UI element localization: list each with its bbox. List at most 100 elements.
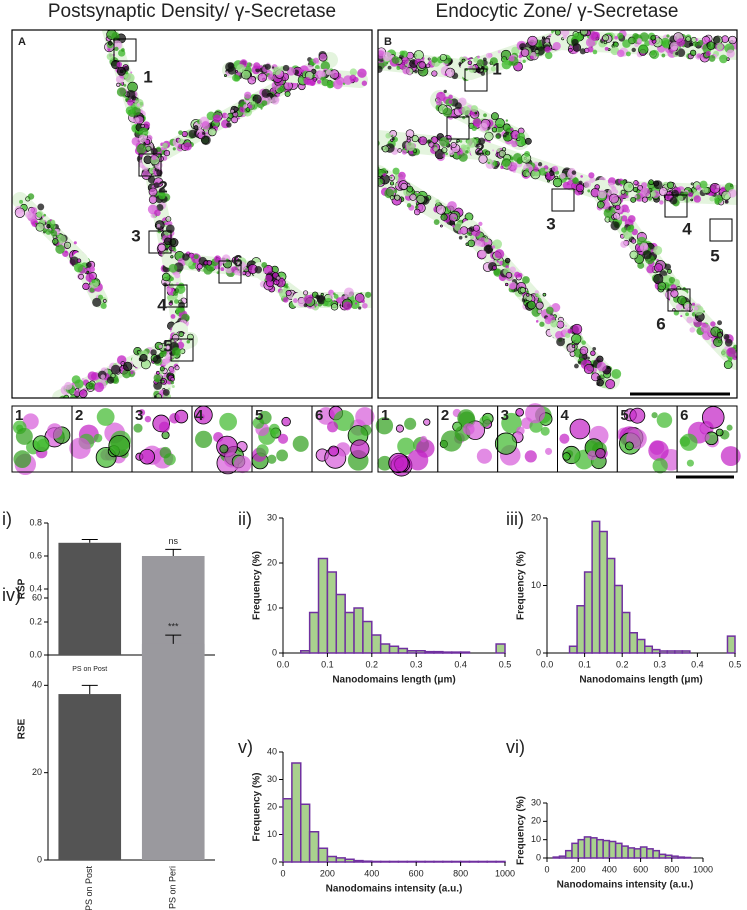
cluster	[139, 448, 155, 465]
cluster	[587, 189, 591, 193]
cluster	[716, 184, 720, 189]
cluster	[472, 224, 480, 232]
roi-box	[709, 218, 733, 242]
cluster	[87, 382, 95, 390]
cluster	[233, 455, 252, 474]
cluster	[505, 119, 509, 122]
cluster	[653, 245, 663, 255]
cluster	[342, 301, 352, 311]
cluster	[244, 268, 248, 271]
roi-label: 6	[233, 251, 242, 270]
cluster	[272, 66, 282, 76]
inset-label: 5	[255, 407, 263, 424]
panel-label: B	[384, 36, 392, 48]
cluster	[396, 66, 401, 70]
inset: 2	[69, 405, 133, 473]
cluster	[552, 41, 561, 51]
histogram-bar	[406, 860, 417, 863]
cluster	[177, 306, 185, 313]
chart: iv) 0 20 40 60 RSE PS on Post PS on Peri ***	[2, 585, 215, 910]
cluster	[458, 235, 463, 240]
cluster	[465, 150, 469, 154]
cluster	[478, 154, 488, 164]
inset-label: 6	[680, 407, 688, 424]
cluster	[254, 266, 263, 274]
cluster	[406, 203, 412, 208]
cluster	[550, 319, 559, 328]
histogram-bar	[671, 855, 679, 859]
cluster	[692, 41, 698, 47]
cluster	[435, 199, 440, 204]
histogram-bar	[282, 798, 293, 863]
x-tick-label: 0.4	[691, 659, 704, 669]
cluster	[262, 271, 266, 274]
cluster	[535, 320, 539, 323]
cluster	[564, 332, 571, 339]
roi-label: 2	[475, 139, 484, 158]
cluster	[571, 344, 576, 348]
cluster	[596, 361, 607, 372]
cluster	[362, 302, 368, 309]
micrograph	[378, 30, 737, 398]
histogram-bar	[415, 650, 426, 654]
cluster	[281, 416, 291, 427]
cluster	[556, 337, 566, 347]
x-tick-label: 0.3	[654, 659, 667, 669]
cluster	[670, 289, 679, 298]
cluster	[516, 158, 523, 165]
cluster	[525, 403, 546, 424]
roi-box	[464, 68, 488, 92]
inset-label: 1	[381, 407, 389, 424]
cluster	[201, 121, 210, 130]
cluster	[625, 208, 631, 213]
cluster	[655, 35, 659, 39]
cluster	[157, 243, 166, 252]
histogram-bar	[344, 611, 355, 654]
histogram-bar	[388, 645, 400, 654]
cluster	[138, 127, 149, 137]
cluster	[580, 30, 589, 36]
cluster	[179, 339, 183, 342]
cluster	[318, 52, 328, 62]
cluster	[522, 59, 526, 63]
cluster	[156, 224, 161, 228]
cluster	[524, 450, 537, 463]
cluster	[509, 283, 516, 290]
cluster	[614, 35, 619, 40]
cluster	[272, 66, 275, 69]
cluster	[450, 142, 457, 149]
inset: 5	[251, 405, 313, 473]
cluster	[650, 50, 656, 56]
cluster	[484, 238, 489, 243]
histogram-bar	[353, 859, 364, 863]
cluster	[561, 30, 570, 37]
inset-label: 2	[75, 407, 83, 424]
y-tick-label: 0.8	[29, 517, 42, 527]
y-axis-title: Frequency (%)	[252, 773, 263, 842]
cluster	[103, 299, 107, 303]
inset: 6	[676, 405, 741, 473]
cluster	[285, 285, 289, 289]
image-frame	[377, 29, 738, 399]
cluster	[466, 137, 477, 148]
histogram-bar	[468, 860, 480, 863]
x-tick-label: 400	[364, 868, 379, 878]
cluster	[139, 353, 148, 362]
cluster	[55, 244, 65, 254]
x-tick-label: 400	[602, 864, 617, 874]
cluster	[27, 193, 35, 200]
cluster	[491, 127, 498, 133]
cluster	[390, 176, 393, 179]
cluster	[380, 167, 387, 174]
cluster	[503, 134, 507, 138]
histogram-bar	[300, 650, 311, 654]
histogram-bar	[674, 650, 684, 654]
histogram-bar	[477, 860, 488, 863]
cluster	[571, 170, 577, 175]
cluster	[624, 441, 634, 451]
cluster	[57, 234, 66, 244]
cluster	[116, 87, 127, 97]
cluster	[625, 51, 631, 57]
panel-label: A	[18, 36, 26, 48]
cluster	[349, 74, 357, 82]
